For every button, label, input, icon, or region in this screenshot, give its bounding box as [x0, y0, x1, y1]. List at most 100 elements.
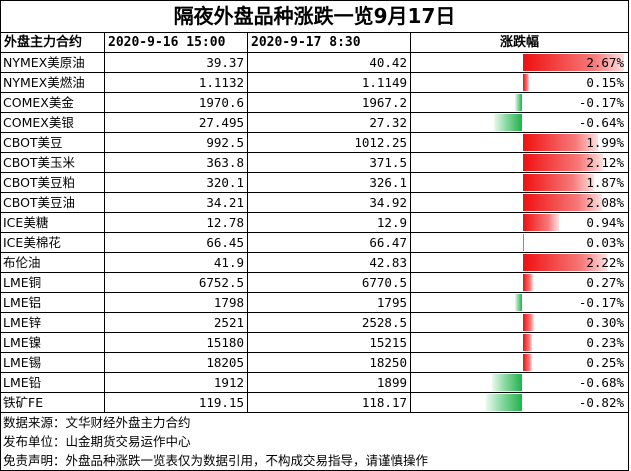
header-row: 外盘主力合约 2020-9-16 15:00 2020-9-17 8:30 涨跌… — [0, 32, 629, 53]
change-bar-down — [486, 394, 522, 411]
prev-price: 1.1132 — [104, 72, 248, 93]
page-title: 隔夜外盘品种涨跌一览9月17日 — [0, 0, 629, 33]
change-bar-down — [494, 114, 522, 131]
contract-name: LME锡 — [0, 352, 105, 373]
contract-name: NYMEX美原油 — [0, 52, 105, 73]
note-text: 发布单位：山金期货交易运作中心 — [0, 432, 629, 451]
change-bar-up — [523, 354, 532, 371]
title-row: 隔夜外盘品种涨跌一览9月17日 — [0, 0, 629, 33]
prev-price: 12.78 — [104, 212, 248, 233]
contract-name: LME铅 — [0, 372, 105, 393]
change-percent: -0.82% — [578, 395, 624, 410]
change-percent: 0.15% — [586, 75, 624, 90]
change-bar-up — [523, 254, 607, 271]
change-bar-up — [523, 334, 532, 351]
curr-price: 118.17 — [247, 392, 411, 413]
table-row: LME铅 1912 1899 -0.68% — [0, 372, 629, 393]
note-text: 免责声明：外盘品种涨跌一览表仅为数据引用，不构成交易指导，请谨慎操作 — [0, 451, 629, 471]
change-cell: 0.15% — [410, 72, 629, 93]
table-row: LME锡 18205 18250 0.25% — [0, 352, 629, 373]
change-cell: -0.17% — [410, 292, 629, 313]
change-bar-up — [523, 274, 533, 291]
curr-price: 15215 — [247, 332, 411, 353]
curr-price: 371.5 — [247, 152, 411, 173]
contract-name: ICE美棉花 — [0, 232, 105, 253]
curr-price: 34.92 — [247, 192, 411, 213]
contract-name: CBOT美豆油 — [0, 192, 105, 213]
table-row: 铁矿FE 119.15 118.17 -0.82% — [0, 392, 629, 413]
note-row: 发布单位：山金期货交易运作中心 — [0, 432, 629, 451]
contract-name: LME铜 — [0, 272, 105, 293]
prev-price: 18205 — [104, 352, 248, 373]
contract-name: COMEX美金 — [0, 92, 105, 113]
change-cell: 2.67% — [410, 52, 629, 73]
table-row: LME铝 1798 1795 -0.17% — [0, 292, 629, 313]
change-percent: 2.08% — [586, 195, 624, 210]
change-bar-down — [492, 374, 522, 391]
change-cell: 2.22% — [410, 252, 629, 273]
prev-price: 1912 — [104, 372, 248, 393]
header-curr-time: 2020-9-17 8:30 — [247, 32, 411, 53]
table-row: CBOT美豆油 34.21 34.92 2.08% — [0, 192, 629, 213]
change-bar-up — [523, 134, 598, 151]
table-row: COMEX美银 27.495 27.32 -0.64% — [0, 112, 629, 133]
change-bar-up — [523, 314, 534, 331]
table-row: CBOT美豆粕 320.1 326.1 1.87% — [0, 172, 629, 193]
header-contract: 外盘主力合约 — [0, 32, 105, 53]
prev-price: 2521 — [104, 312, 248, 333]
prev-price: 119.15 — [104, 392, 248, 413]
contract-name: LME镍 — [0, 332, 105, 353]
change-cell: 0.03% — [410, 232, 629, 253]
table-row: NYMEX美原油 39.37 40.42 2.67% — [0, 52, 629, 73]
curr-price: 1012.25 — [247, 132, 411, 153]
curr-price: 1.1149 — [247, 72, 411, 93]
note-text: 数据来源：文华财经外盘主力合约 — [0, 412, 629, 432]
change-bar-up — [523, 54, 624, 71]
change-percent: -0.17% — [578, 295, 624, 310]
change-cell: 2.12% — [410, 152, 629, 173]
curr-price: 27.32 — [247, 112, 411, 133]
curr-price: 6770.5 — [247, 272, 411, 293]
change-percent: 0.25% — [586, 355, 624, 370]
change-percent: -0.17% — [578, 95, 624, 110]
prev-price: 66.45 — [104, 232, 248, 253]
prev-price: 1970.6 — [104, 92, 248, 113]
change-cell: 1.99% — [410, 132, 629, 153]
contract-name: COMEX美银 — [0, 112, 105, 133]
change-cell: 0.27% — [410, 272, 629, 293]
contract-name: CBOT美玉米 — [0, 152, 105, 173]
prev-price: 6752.5 — [104, 272, 248, 293]
contract-name: LME锌 — [0, 312, 105, 333]
change-cell: 0.30% — [410, 312, 629, 333]
change-percent: 1.87% — [586, 175, 624, 190]
change-cell: 0.25% — [410, 352, 629, 373]
change-percent: 0.94% — [586, 215, 624, 230]
change-percent: 0.23% — [586, 335, 624, 350]
change-percent: 2.12% — [586, 155, 624, 170]
prev-price: 15180 — [104, 332, 248, 353]
contract-name: CBOT美豆粕 — [0, 172, 105, 193]
table-row: LME锌 2521 2528.5 0.30% — [0, 312, 629, 333]
change-cell: 0.23% — [410, 332, 629, 353]
curr-price: 66.47 — [247, 232, 411, 253]
table-row: LME铜 6752.5 6770.5 0.27% — [0, 272, 629, 293]
change-cell: 2.08% — [410, 192, 629, 213]
prev-price: 320.1 — [104, 172, 248, 193]
change-cell: 1.87% — [410, 172, 629, 193]
change-cell: -0.64% — [410, 112, 629, 133]
change-cell: -0.68% — [410, 372, 629, 393]
curr-price: 1795 — [247, 292, 411, 313]
curr-price: 326.1 — [247, 172, 411, 193]
curr-price: 42.83 — [247, 252, 411, 273]
change-cell: 0.94% — [410, 212, 629, 233]
change-percent: 0.27% — [586, 275, 624, 290]
curr-price: 40.42 — [247, 52, 411, 73]
change-bar-down — [515, 94, 522, 111]
curr-price: 2528.5 — [247, 312, 411, 333]
prev-price: 39.37 — [104, 52, 248, 73]
change-percent: 1.99% — [586, 135, 624, 150]
header-prev-time: 2020-9-16 15:00 — [104, 32, 248, 53]
contract-name: ICE美糖 — [0, 212, 105, 233]
note-row: 数据来源：文华财经外盘主力合约 — [0, 412, 629, 432]
